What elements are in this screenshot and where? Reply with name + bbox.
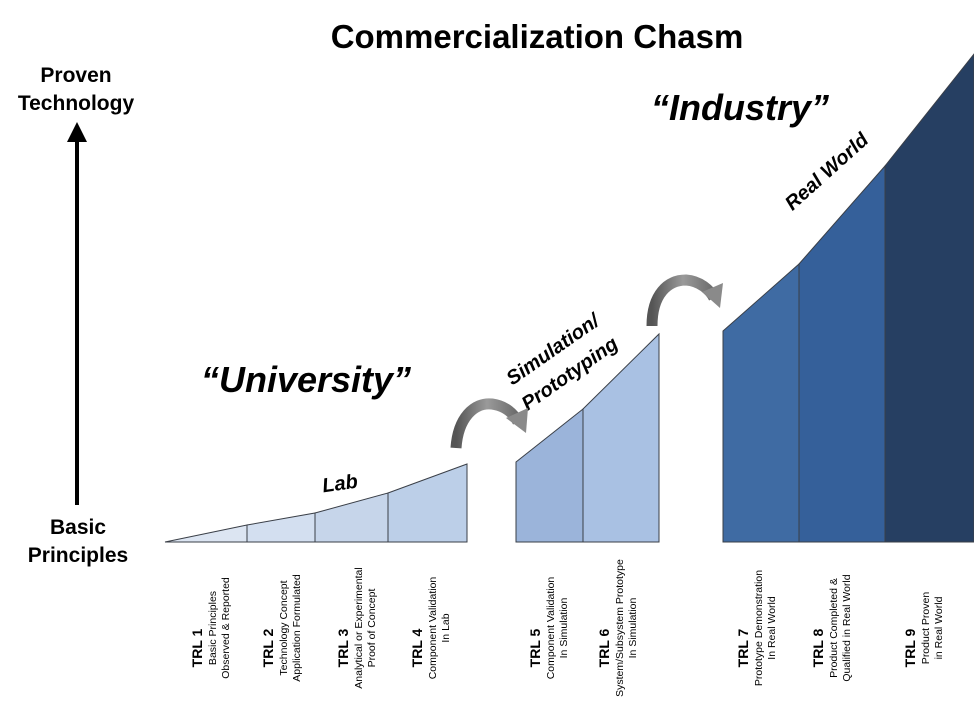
trl-5-number: TRL 5 (527, 628, 543, 667)
trl-1-description-line2: Observed & Reported (220, 577, 232, 679)
trl-4-description-line1: Component Validation (427, 577, 439, 680)
axis-bottom-label-line2: Principles (28, 544, 128, 567)
trl-2-label: TRL 2 Technology Concept Application Formu… (260, 574, 303, 682)
trl-labels: TRL 1 Basic Principles Observed & Reported… (189, 559, 945, 697)
trl-7-description-line1: Prototype Demonstration (753, 570, 765, 686)
axis-bottom-label-line1: Basic (50, 516, 106, 539)
trl-9-description-line2: in Real World (933, 596, 945, 659)
trl-3-description-line1: Analytical or Experimental (353, 567, 365, 688)
trl-3-bar (314, 492, 389, 543)
trl-9-number: TRL 9 (902, 628, 918, 667)
trl-7-bar (722, 262, 800, 543)
trl-8-label: TRL 8 Product Completed & Qualified in Rea… (810, 574, 853, 681)
phase-label-lab: Lab (321, 471, 359, 498)
trl-2-bar (246, 512, 316, 543)
transition-arrow-lab-to-simulation (450, 398, 528, 449)
trl-8-description-line1: Product Completed & (828, 578, 840, 678)
trl-4-description-line2: In Lab (440, 613, 452, 642)
trl-2-description-line1: Technology Concept (278, 580, 290, 675)
trl-6-description-line1: System/Subsystem Prototype (614, 559, 626, 697)
transition-arrow-simulation-to-real-world (646, 274, 723, 327)
trl-1-description-line1: Basic Principles (207, 591, 219, 665)
trl-4-label: TRL 4 Component Validation In Lab (409, 577, 452, 680)
axis-top-label-line1: Proven (40, 64, 111, 87)
trl-bars (164, 53, 974, 543)
trl-5-label: TRL 5 Component Validation In Simulation (527, 577, 570, 680)
trl-1-label: TRL 1 Basic Principles Observed & Reported (189, 577, 232, 679)
trl-2-description-line2: Application Formulated (291, 574, 303, 682)
trl-9-label: TRL 9 Product Proven in Real World (902, 592, 945, 668)
trl-1-bar (164, 524, 248, 543)
trl-2-number: TRL 2 (260, 628, 276, 667)
trl-7-label: TRL 7 Prototype Demonstration In Real Worl… (735, 570, 778, 686)
zone-label-industry: “Industry” (651, 87, 829, 128)
trl-6-description-line2: In Simulation (627, 597, 639, 658)
trl-3-description-line2: Proof of Concept (366, 589, 378, 668)
trl-5-description-line1: Component Validation (545, 577, 557, 680)
trl-7-description-line2: In Real World (766, 596, 778, 660)
trl-8-description-line2: Qualified in Real World (841, 574, 853, 681)
trl-6-bar (582, 332, 660, 543)
trl-3-number: TRL 3 (335, 628, 351, 667)
trl-9-bar (884, 53, 974, 543)
zone-label-university: “University” (201, 359, 411, 400)
diagram-title: Commercialization Chasm (331, 18, 744, 55)
trl-3-label: TRL 3 Analytical or Experimental Proof of … (335, 567, 378, 688)
trl-5-description-line2: In Simulation (558, 597, 570, 658)
axis-top-label-line2: Technology (18, 92, 135, 115)
trl-9-description-line1: Product Proven (920, 592, 932, 665)
trl-8-bar (798, 164, 886, 543)
trl-6-number: TRL 6 (596, 628, 612, 667)
trl-7-number: TRL 7 (735, 628, 751, 667)
trl-8-number: TRL 8 (810, 628, 826, 667)
trl-4-bar (387, 463, 468, 543)
trl-6-label: TRL 6 System/Subsystem Prototype In Simula… (596, 559, 639, 697)
trl-1-number: TRL 1 (189, 628, 205, 667)
trl-4-number: TRL 4 (409, 628, 425, 667)
